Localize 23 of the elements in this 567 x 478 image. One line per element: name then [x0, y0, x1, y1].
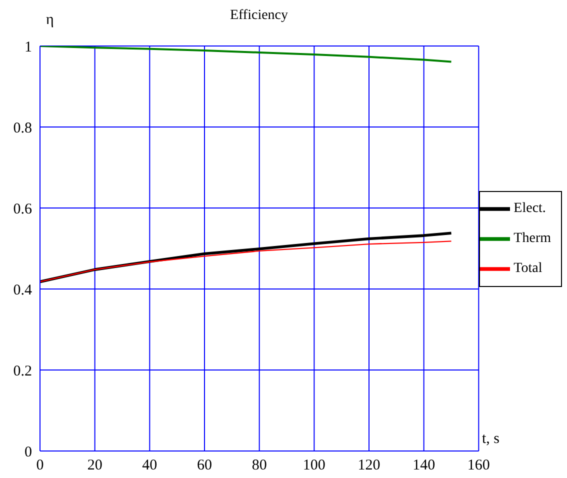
x-tick-label: 120 [358, 458, 380, 474]
y-axis-title: η [46, 12, 54, 29]
y-tick-label: 1 [24, 39, 32, 56]
legend-label: Total [514, 261, 542, 276]
x-tick-label: 160 [467, 458, 490, 474]
legend-label: Elect. [514, 201, 546, 216]
line-series [40, 46, 452, 63]
x-tick-label: 80 [252, 458, 267, 474]
x-tick-label: 0 [36, 458, 44, 474]
legend-label: Therm [514, 231, 551, 246]
x-tick-label: 40 [142, 458, 158, 474]
x-axis-title: t, s [482, 431, 500, 448]
y-tick-label: 0.4 [13, 282, 32, 298]
line-series [40, 240, 452, 282]
x-tick-label: 100 [302, 458, 326, 474]
y-tick-label: 0.6 [13, 201, 32, 218]
y-tick-label: 0.2 [13, 363, 32, 380]
y-tick-label: 0 [24, 444, 32, 460]
chart-title: Efficiency [230, 8, 288, 23]
x-tick-label: 60 [197, 458, 212, 474]
x-tick-label: 140 [412, 458, 436, 474]
y-tick-label: 0.8 [13, 120, 32, 136]
x-tick-label: 20 [87, 458, 102, 474]
